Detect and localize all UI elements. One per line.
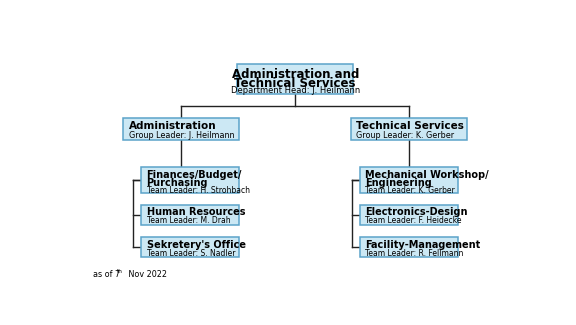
Text: Team Leader: S. Nadler: Team Leader: S. Nadler <box>146 249 235 257</box>
Text: th: th <box>116 269 123 274</box>
Text: Administration and: Administration and <box>232 68 359 81</box>
Text: Group Leader: J. Heilmann: Group Leader: J. Heilmann <box>128 131 234 139</box>
Text: Team Leader: R. Fellmann: Team Leader: R. Fellmann <box>365 249 464 257</box>
FancyBboxPatch shape <box>360 205 458 225</box>
FancyBboxPatch shape <box>360 237 458 257</box>
Text: Team Leader: M. Drah: Team Leader: M. Drah <box>146 216 230 225</box>
Text: Group Leader: K. Gerber: Group Leader: K. Gerber <box>357 131 454 139</box>
Text: Electronics-Design: Electronics-Design <box>365 207 468 217</box>
Text: Sekretery's Office: Sekretery's Office <box>146 240 245 250</box>
Text: Department Head: J. Heilmann: Department Head: J. Heilmann <box>230 86 360 95</box>
FancyBboxPatch shape <box>141 237 240 257</box>
FancyBboxPatch shape <box>351 118 467 140</box>
Text: Purchasing: Purchasing <box>146 178 208 188</box>
FancyBboxPatch shape <box>141 205 240 225</box>
Text: Administration: Administration <box>128 121 217 131</box>
Text: Team Leader: F. Heidecke: Team Leader: F. Heidecke <box>365 216 462 225</box>
Text: Facility-Management: Facility-Management <box>365 240 480 250</box>
FancyBboxPatch shape <box>141 166 240 193</box>
FancyBboxPatch shape <box>123 118 240 140</box>
Text: Technical Services: Technical Services <box>357 121 464 131</box>
Text: Team Leader: H. Strohbach: Team Leader: H. Strohbach <box>146 186 249 195</box>
Text: Engineering: Engineering <box>365 178 432 188</box>
Text: as of 7: as of 7 <box>93 270 120 279</box>
Text: Team Leader: K. Gerber: Team Leader: K. Gerber <box>365 186 455 195</box>
Text: Mechanical Workshop/: Mechanical Workshop/ <box>365 170 489 180</box>
Text: Nov 2022: Nov 2022 <box>126 270 167 279</box>
FancyBboxPatch shape <box>237 64 353 94</box>
Text: Technical Services: Technical Services <box>234 77 356 90</box>
Text: Finances/Budget/: Finances/Budget/ <box>146 170 242 180</box>
Text: Human Resources: Human Resources <box>146 207 245 217</box>
FancyBboxPatch shape <box>360 166 458 193</box>
